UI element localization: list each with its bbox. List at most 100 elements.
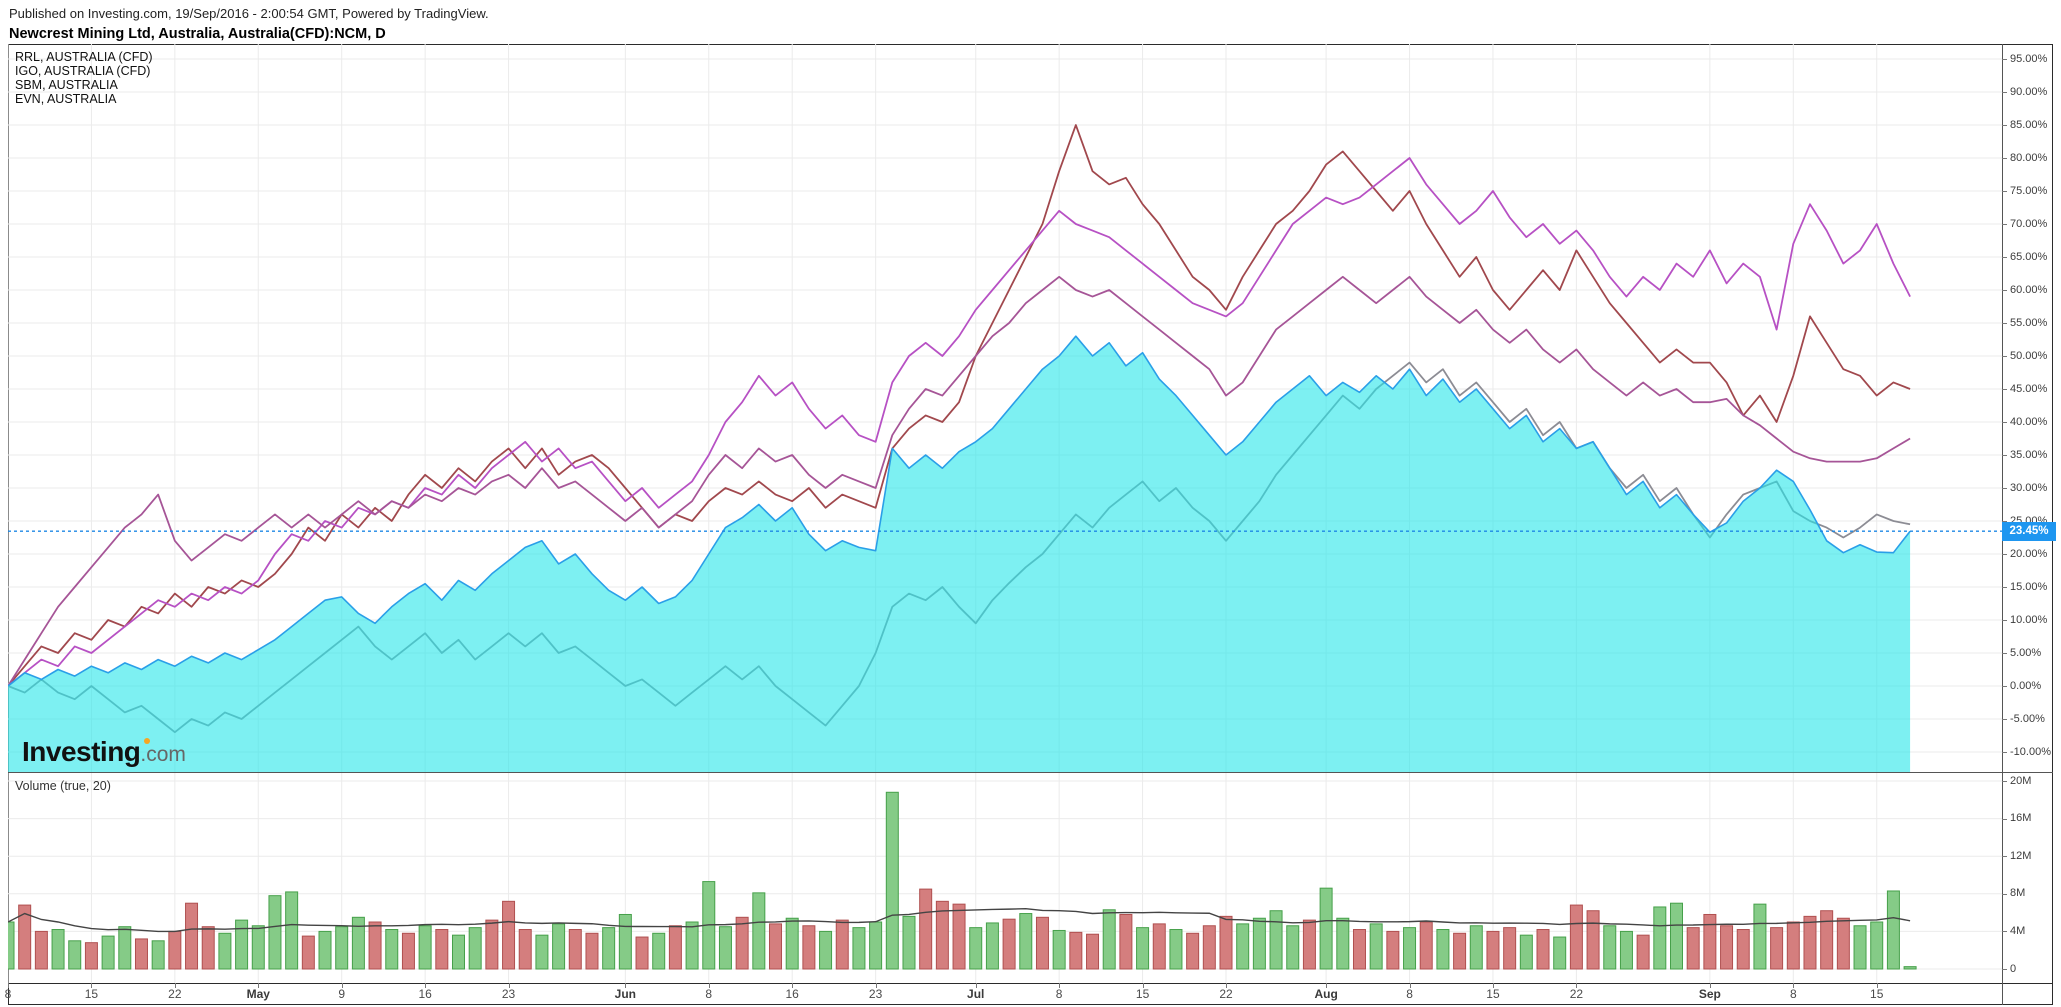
time-axis-tick xyxy=(792,983,794,988)
time-axis-tick xyxy=(1226,983,1227,988)
price-axis-tick xyxy=(2002,323,2007,324)
time-axis-label: Aug xyxy=(1314,987,1338,1001)
price-axis-tick xyxy=(2002,752,2007,753)
time-axis-tick xyxy=(975,983,977,988)
price-axis-tick xyxy=(2002,257,2007,258)
time-axis-tick xyxy=(174,983,176,988)
time-axis-tick xyxy=(1326,983,1328,988)
price-axis-label: 50.00% xyxy=(2010,349,2048,362)
time-axis-tick xyxy=(91,983,93,988)
price-axis-label: 5.00% xyxy=(2010,646,2042,659)
price-axis-label: 0.00% xyxy=(2010,679,2042,692)
volume-axis-tick xyxy=(2002,931,2007,933)
time-axis-tick xyxy=(1709,983,1711,988)
price-axis-label: 30.00% xyxy=(2010,481,2048,494)
time-axis-tick xyxy=(1142,983,1144,988)
price-axis-tick xyxy=(2002,488,2007,489)
investing-logo-suffix: .com xyxy=(140,743,186,766)
price-axis-label: 15.00% xyxy=(2010,580,2048,593)
time-axis-tick xyxy=(8,983,9,988)
time-axis-label: 8 xyxy=(4,987,12,1001)
price-axis-tick xyxy=(2002,455,2007,456)
price-axis-tick xyxy=(2002,356,2007,357)
time-axis-label: 15 xyxy=(1486,987,1500,1001)
price-axis-tick xyxy=(2002,92,2007,93)
time-axis-tick xyxy=(508,983,510,988)
time-axis-tick xyxy=(1492,983,1494,988)
time-axis-label: 15 xyxy=(1135,987,1150,1001)
price-axis-tick xyxy=(2002,59,2007,60)
time-axis-tick xyxy=(1576,983,1578,988)
legend-item-igo[interactable]: IGO, AUSTRALIA (CFD) xyxy=(15,64,151,78)
time-axis-label: 15 xyxy=(1870,987,1884,1001)
price-axis-tick xyxy=(2002,686,2007,687)
investing-logo: Investing .com xyxy=(22,736,186,768)
volume-axis-label: 0 xyxy=(2010,962,2017,975)
published-line: Published on Investing.com, 19/Sep/2016 … xyxy=(9,6,489,21)
price-axis-label: 90.00% xyxy=(2010,85,2048,98)
legend-item-evn[interactable]: EVN, AUSTRALIA xyxy=(15,92,117,106)
price-axis-tick xyxy=(2002,290,2007,291)
time-axis-label: 22 xyxy=(168,987,182,1001)
price-axis-tick xyxy=(2002,719,2007,720)
time-axis-tick xyxy=(341,983,343,988)
price-axis-label: -5.00% xyxy=(2010,712,2045,725)
time-axis-label: Jun xyxy=(614,987,637,1001)
main-price-pane[interactable] xyxy=(8,44,2002,772)
time-axis-label: 22 xyxy=(1219,987,1233,1001)
time-axis-tick xyxy=(1409,983,1411,988)
legend-item-sbm[interactable]: SBM, AUSTRALIA xyxy=(15,78,118,92)
legend-item-rrl[interactable]: RRL, AUSTRALIA (CFD) xyxy=(15,50,153,64)
current-value-badge: 23.45% xyxy=(2002,521,2056,541)
price-axis-label: 35.00% xyxy=(2010,448,2048,461)
price-axis-label: 55.00% xyxy=(2010,316,2048,329)
time-axis-tick xyxy=(708,983,710,988)
time-axis-label: Jul xyxy=(967,987,985,1001)
price-axis-label: -10.00% xyxy=(2010,745,2051,758)
time-axis-label: May xyxy=(246,987,270,1001)
time-axis-label: 9 xyxy=(338,987,346,1001)
time-axis-label: 8 xyxy=(1406,987,1413,1001)
price-axis-label: 65.00% xyxy=(2010,250,2048,263)
volume-axis-tick xyxy=(2002,781,2007,782)
time-axis-tick xyxy=(1059,983,1061,988)
time-axis-label: 23 xyxy=(501,987,516,1001)
volume-axis-tick xyxy=(2002,818,2007,820)
pane-separator[interactable] xyxy=(8,772,2053,773)
price-axis-label: 10.00% xyxy=(2010,613,2048,626)
volume-axis-tick xyxy=(2002,969,2007,970)
time-axis-label: 8 xyxy=(1789,987,1797,1001)
time-axis-label: 22 xyxy=(1569,987,1584,1001)
compare-legend: RRL, AUSTRALIA (CFD) IGO, AUSTRALIA (CFD… xyxy=(15,50,153,107)
price-axis-tick xyxy=(2002,587,2007,588)
volume-pane[interactable] xyxy=(8,772,2002,983)
price-axis-tick xyxy=(2002,158,2007,159)
price-axis-tick xyxy=(2002,389,2007,390)
price-axis-label: 85.00% xyxy=(2010,118,2048,131)
price-axis-label: 75.00% xyxy=(2010,184,2048,197)
price-axis-label: 70.00% xyxy=(2010,217,2048,230)
logo-orange-dot-icon xyxy=(144,738,150,744)
price-axis-label: 45.00% xyxy=(2010,382,2048,395)
volume-axis-label: 8M xyxy=(2010,887,2026,900)
investing-logo-brand: Investing xyxy=(22,736,141,767)
volume-axis-label: 12M xyxy=(2010,849,2032,862)
time-axis-tick xyxy=(258,983,260,988)
price-axis-tick xyxy=(2002,191,2007,192)
price-axis-tick xyxy=(2002,554,2007,555)
volume-axis-tick xyxy=(2002,893,2007,895)
price-axis-tick xyxy=(2002,653,2007,654)
volume-indicator-label[interactable]: Volume (true, 20) xyxy=(15,779,111,793)
price-axis-tick xyxy=(2002,224,2007,225)
page-title: Newcrest Mining Ltd, Australia, Australi… xyxy=(9,26,386,42)
time-axis-label: 16 xyxy=(418,987,432,1001)
time-axis-label: 8 xyxy=(1055,987,1063,1001)
price-axis-tick xyxy=(2002,620,2007,621)
volume-axis-label: 16M xyxy=(2010,812,2032,825)
time-axis-tick xyxy=(1793,983,1795,988)
time-axis-separator xyxy=(8,983,2053,984)
time-axis-tick xyxy=(625,983,627,988)
time-axis-label: Sep xyxy=(1698,987,1721,1001)
volume-axis-tick xyxy=(2002,856,2007,858)
